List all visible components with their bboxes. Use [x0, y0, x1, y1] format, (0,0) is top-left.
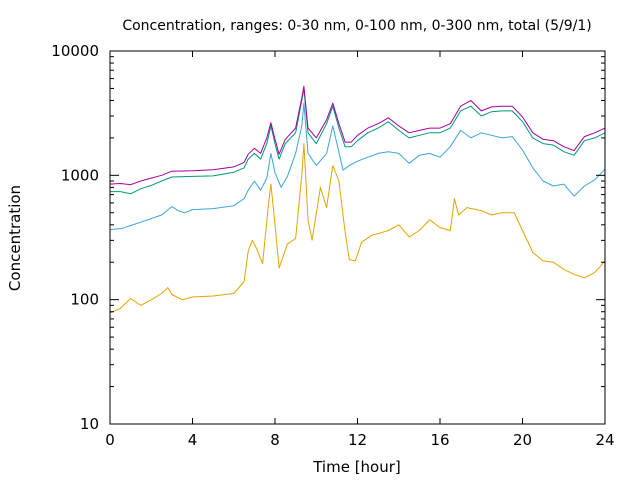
- x-tick-label: 24: [595, 431, 614, 449]
- x-tick-label: 4: [188, 431, 198, 449]
- y-tick-label: 10000: [51, 42, 99, 60]
- plot-frame: [109, 50, 606, 425]
- x-tick-label: 20: [513, 431, 532, 449]
- y-tick-label: 10: [80, 415, 99, 433]
- x-tick-label: 12: [348, 431, 367, 449]
- series-line-4: [109, 85, 606, 186]
- series-line-3: [110, 87, 606, 195]
- y-axis-label: Concentration: [6, 185, 24, 291]
- x-tick-label: 8: [270, 431, 280, 449]
- chart-title: Concentration, ranges: 0-30 nm, 0-100 nm…: [122, 18, 591, 34]
- series-line-1: [109, 143, 606, 314]
- y-tick-label: 1000: [61, 166, 99, 184]
- series-layer: [109, 85, 606, 314]
- x-tick-label: 0: [105, 431, 115, 449]
- y-tick-label: 100: [70, 291, 99, 309]
- series-line-2: [109, 102, 606, 231]
- x-tick-label: 16: [430, 431, 449, 449]
- x-axis-label: Time [hour]: [312, 458, 401, 476]
- tick-layer: 0 4 8 12 16 20 24 10 100 1000 10000: [51, 42, 614, 449]
